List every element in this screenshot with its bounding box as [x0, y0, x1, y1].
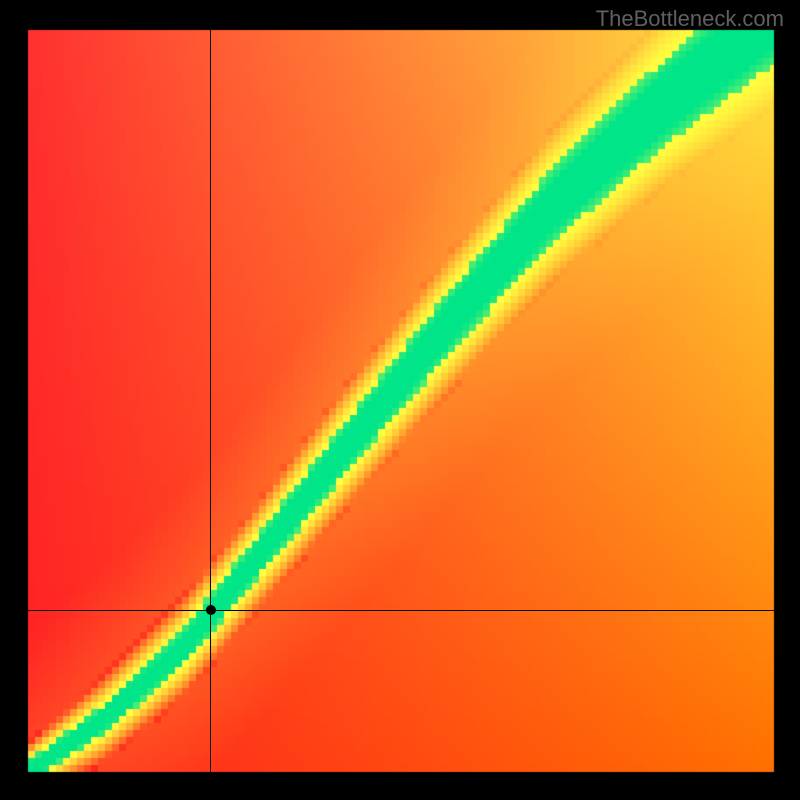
heatmap-canvas: [0, 0, 800, 800]
attribution-text: TheBottleneck.com: [596, 6, 784, 32]
crosshair-vertical: [210, 30, 211, 772]
data-point-marker: [206, 605, 216, 615]
chart-container: TheBottleneck.com: [0, 0, 800, 800]
crosshair-horizontal: [28, 610, 774, 611]
